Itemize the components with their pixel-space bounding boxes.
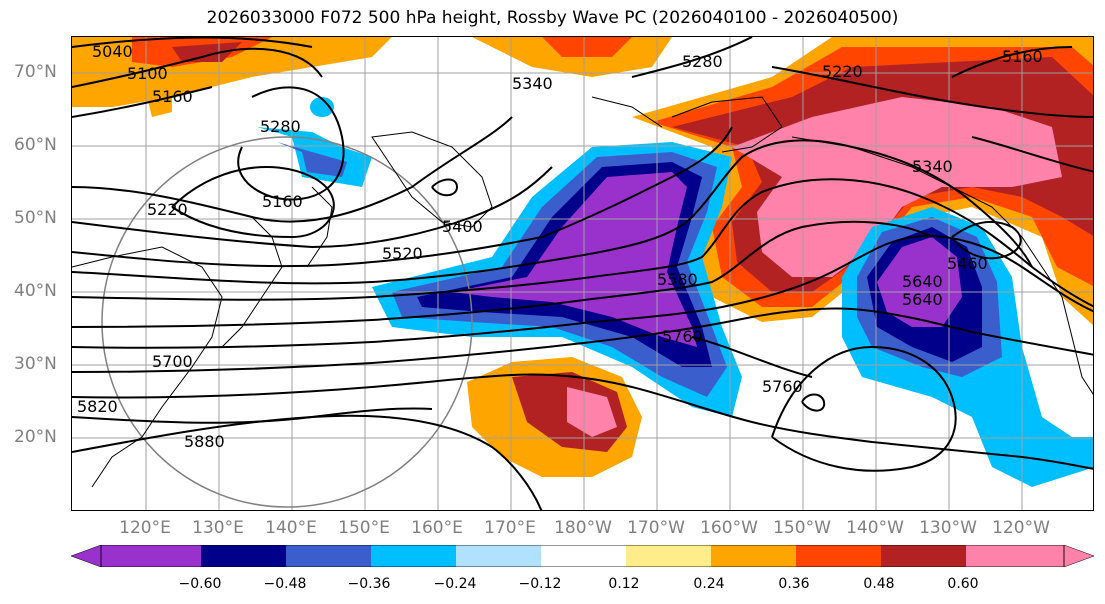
contour-label: 5520 xyxy=(382,244,423,263)
lon-label-120e: 120°E xyxy=(119,518,171,538)
colorbar-tick: 0.48 xyxy=(863,576,895,592)
contour-label: 5040 xyxy=(92,42,133,61)
contour-label: 5760 xyxy=(662,327,703,346)
map-panel: 5040 5100 5160 5280 5340 5280 5220 5160 … xyxy=(71,36,1094,511)
lat-label-40: 40°N xyxy=(14,281,57,301)
contour-label: 5220 xyxy=(147,200,188,219)
colorbar-tick: 0.60 xyxy=(947,576,979,592)
colorbar-cell xyxy=(711,545,797,567)
colorbar-cell xyxy=(626,545,712,567)
colorbar xyxy=(71,545,1094,567)
lon-label-160w: 160°W xyxy=(700,518,758,538)
contour-label: 5280 xyxy=(682,52,723,71)
colorbar-cell xyxy=(456,545,542,567)
contour-label: 5700 xyxy=(152,352,193,371)
colorbar-tick: −0.60 xyxy=(178,576,222,592)
lat-label-50: 50°N xyxy=(14,208,57,228)
colorbar-tick: 0.12 xyxy=(608,576,640,592)
contour-label: 5220 xyxy=(822,62,863,81)
lon-label-140e: 140°E xyxy=(265,518,317,538)
lon-label-160e: 160°E xyxy=(411,518,463,538)
contour-label: 5160 xyxy=(262,192,303,211)
contour-label: 5880 xyxy=(184,432,225,451)
contour-label: 5460 xyxy=(947,254,988,273)
colorbar-cell xyxy=(966,545,1065,567)
contour-label: 5820 xyxy=(77,397,118,416)
colorbar-tick: 0.24 xyxy=(693,576,725,592)
contour-label: 5160 xyxy=(1002,47,1043,66)
colorbar-cell xyxy=(541,545,627,567)
colorbar-tick: 0.36 xyxy=(778,576,810,592)
contour-label: 5340 xyxy=(912,157,953,176)
contour-label: 5580 xyxy=(657,270,698,289)
contour-label: 5760 xyxy=(762,377,803,396)
lon-label-130w: 130°W xyxy=(919,518,977,538)
colorbar-cell xyxy=(796,545,882,567)
contour-label: 5280 xyxy=(260,117,301,136)
contour-label: 5400 xyxy=(442,217,483,236)
contour-label: 5640 xyxy=(902,272,943,291)
lat-label-20: 20°N xyxy=(14,427,57,447)
lon-label-130e: 130°E xyxy=(192,518,244,538)
lon-label-170w: 170°W xyxy=(627,518,685,538)
range-circle xyxy=(101,136,473,508)
colorbar-cell xyxy=(881,545,967,567)
lon-label-150w: 150°W xyxy=(773,518,831,538)
contour-label: 5160 xyxy=(152,87,193,106)
contour-labels: 5040 5100 5160 5280 5340 5280 5220 5160 … xyxy=(77,42,1043,451)
contour-label: 5100 xyxy=(127,64,168,83)
lat-label-30: 30°N xyxy=(14,354,57,374)
colorbar-cell xyxy=(201,545,287,567)
map-title: 2026033000 F072 500 hPa height, Rossby W… xyxy=(206,8,899,28)
lon-label-120w: 120°W xyxy=(992,518,1050,538)
colorbar-cell xyxy=(286,545,372,567)
lat-label-70: 70°N xyxy=(14,62,57,82)
colorbar-cell xyxy=(101,545,202,567)
colorbar-tick: −0.12 xyxy=(518,576,562,592)
contour-label: 5340 xyxy=(512,74,553,93)
lon-label-140w: 140°W xyxy=(846,518,904,538)
coastlines xyxy=(72,96,1093,488)
map-canvas: 5040 5100 5160 5280 5340 5280 5220 5160 … xyxy=(72,37,1093,510)
contour-label: 5640 xyxy=(902,290,943,309)
colorbar-tick: −0.48 xyxy=(263,576,307,592)
colorbar-tick: −0.36 xyxy=(347,576,391,592)
lon-label-170e: 170°E xyxy=(484,518,536,538)
lon-label-150e: 150°E xyxy=(338,518,390,538)
colorbar-tick: −0.24 xyxy=(433,576,477,592)
lon-label-180w: 180°W xyxy=(554,518,612,538)
colorbar-cell xyxy=(371,545,457,567)
height-contours xyxy=(72,37,1093,510)
lat-label-60: 60°N xyxy=(14,135,57,155)
